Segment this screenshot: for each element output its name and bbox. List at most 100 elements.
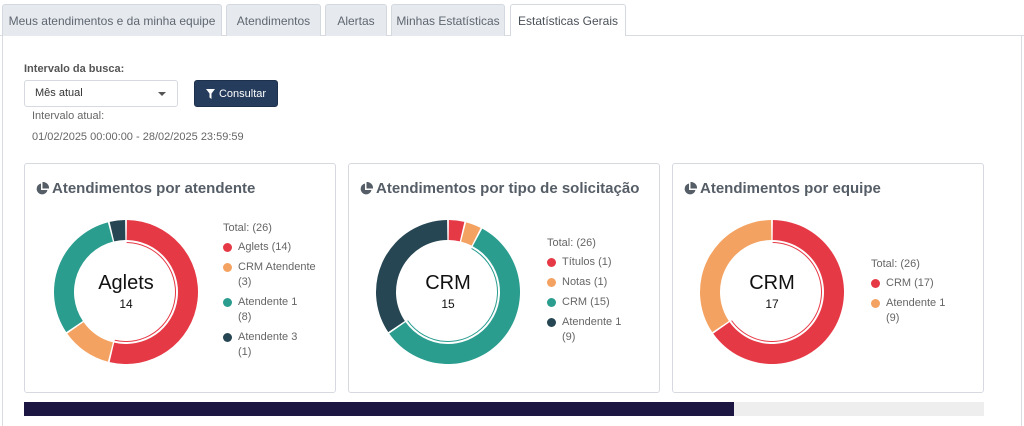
legend-count: (1) [593,276,608,288]
legend-item[interactable]: Atendente 3 (1) [223,330,328,360]
legend-total: Total: (26) [223,222,272,234]
tab-bar: Meus atendimentos e da minha equipe Aten… [0,0,1024,37]
center-name: CRM [425,272,471,294]
chart-legend: Total: (26) Títulos (1) Notas (1) CRM (1… [547,237,652,350]
legend-dot [223,243,232,252]
legend-dot [223,263,232,272]
legend-name: CRM [886,277,912,289]
donut-chart-atendente [54,220,199,364]
chart-legend: Total: (26) Aglets (14) CRM Atendente (3)… [223,222,328,365]
center-name: Aglets [98,272,154,294]
consultar-button[interactable]: Consultar [194,80,278,107]
legend-count: (8) [238,311,252,323]
tab-atendimentos[interactable]: Atendimentos [226,4,321,36]
legend-name: CRM [562,296,588,308]
tab-meus-atendimentos[interactable]: Meus atendimentos e da minha equipe [2,4,222,36]
legend-dot [223,298,232,307]
legend-item[interactable]: CRM (15) [547,295,652,310]
interval-label: Intervalo da busca: [24,63,125,75]
donut-slice[interactable] [109,220,126,242]
pie-chart-icon [360,181,373,194]
donut-chart-tipo [376,220,520,365]
legend-count: (1) [238,346,252,358]
card-title: Atendimentos por equipe [683,180,881,197]
legend-dot [871,279,880,288]
legend-count: (3) [238,276,252,288]
chart-legend: Total: (26) CRM (17) Atendente 1 (9) [871,258,976,331]
current-interval-label: Intervalo atual: [32,110,105,122]
legend-item[interactable]: Atendente 1 (8) [223,295,328,325]
tab-label: Estatísticas Gerais [517,14,619,28]
center-value: 14 [119,297,133,311]
legend-count: (17) [914,277,934,289]
pie-chart-icon [684,181,697,194]
donut-center: Aglets 14 [51,272,201,311]
interval-select[interactable]: Mês atual [24,80,178,107]
legend-name: Notas [562,276,591,288]
legend-item[interactable]: Atendente 1 (9) [871,296,976,326]
card-title-text: Atendimentos por tipo de solicitação [376,180,640,197]
tab-label: Minhas Estatísticas [396,13,500,28]
donut-slice[interactable] [376,220,448,333]
legend-count: (1) [598,256,612,268]
legend-dot [547,278,556,287]
legend-dot [871,299,880,308]
legend-name: Atendente 1 [562,316,622,328]
legend-dot [547,258,556,267]
legend-name: Atendente 1 [886,297,946,309]
chevron-down-icon [158,92,166,96]
current-interval-value: 01/02/2025 00:00:00 - 28/02/2025 23:59:5… [32,131,244,143]
donut-slice[interactable] [67,322,113,362]
legend-item[interactable]: CRM (17) [871,276,976,291]
select-value: Mês atual [35,87,83,99]
chart-card-tipo-solicitacao: Atendimentos por tipo de solicitação CRM… [348,163,660,393]
legend-count: (14) [271,241,292,253]
legend-item[interactable]: Notas (1) [547,275,652,290]
tab-alertas[interactable]: Alertas [325,4,387,36]
legend-item[interactable]: CRM Atendente (3) [223,260,328,290]
legend-count: (15) [590,296,610,308]
legend-name: Atendente 3 [238,331,298,343]
donut-slice[interactable] [700,220,772,333]
legend-item[interactable]: Atendente 1 (9) [547,315,652,345]
legend-item[interactable]: Títulos (1) [547,255,652,270]
progress-fill [24,402,735,416]
tab-label: Alertas [337,13,375,28]
legend-name: Atendente 1 [238,296,298,308]
center-name: CRM [749,272,795,294]
tab-label: Atendimentos [236,13,311,28]
filter-icon [205,88,215,99]
card-title-text: Atendimentos por equipe [700,180,881,197]
center-value: 15 [441,297,455,311]
legend-name: Aglets [238,241,269,253]
donut-slice[interactable] [713,220,844,364]
donut-center: CRM 15 [373,272,523,311]
legend-total: Total: (26) [547,237,596,249]
card-title-text: Atendimentos por atendente [52,180,256,197]
legend-name: CRM Atendente [238,261,316,273]
chart-card-atendente: Atendimentos por atendente Aglets 14 Tot… [24,163,336,393]
donut-slice[interactable] [54,222,113,333]
center-value: 17 [765,297,779,311]
legend-total: Total: (26) [871,258,920,270]
legend-count: (9) [886,312,900,324]
legend-count: (9) [562,331,576,343]
donut-slice[interactable] [448,220,465,242]
card-title: Atendimentos por tipo de solicitação [359,180,639,197]
donut-slice[interactable] [461,222,481,246]
tab-minhas-estatisticas[interactable]: Minhas Estatísticas [391,4,505,36]
consultar-label: Consultar [218,87,267,100]
card-title: Atendimentos por atendente [35,180,255,197]
donut-slice[interactable] [109,220,199,364]
progress-bar [24,402,984,416]
donut-slice[interactable] [389,228,520,365]
legend-dot [547,318,556,327]
legend-dot [547,298,556,307]
legend-dot [223,333,232,342]
chart-card-equipe: Atendimentos por equipe CRM 17 Total: (2… [672,163,984,393]
legend-name: Títulos [562,256,596,268]
donut-center: CRM 17 [697,272,847,311]
tab-estatisticas-gerais[interactable]: Estatísticas Gerais [510,4,626,37]
legend-item[interactable]: Aglets (14) [223,240,328,255]
donut-chart-equipe [700,220,844,364]
